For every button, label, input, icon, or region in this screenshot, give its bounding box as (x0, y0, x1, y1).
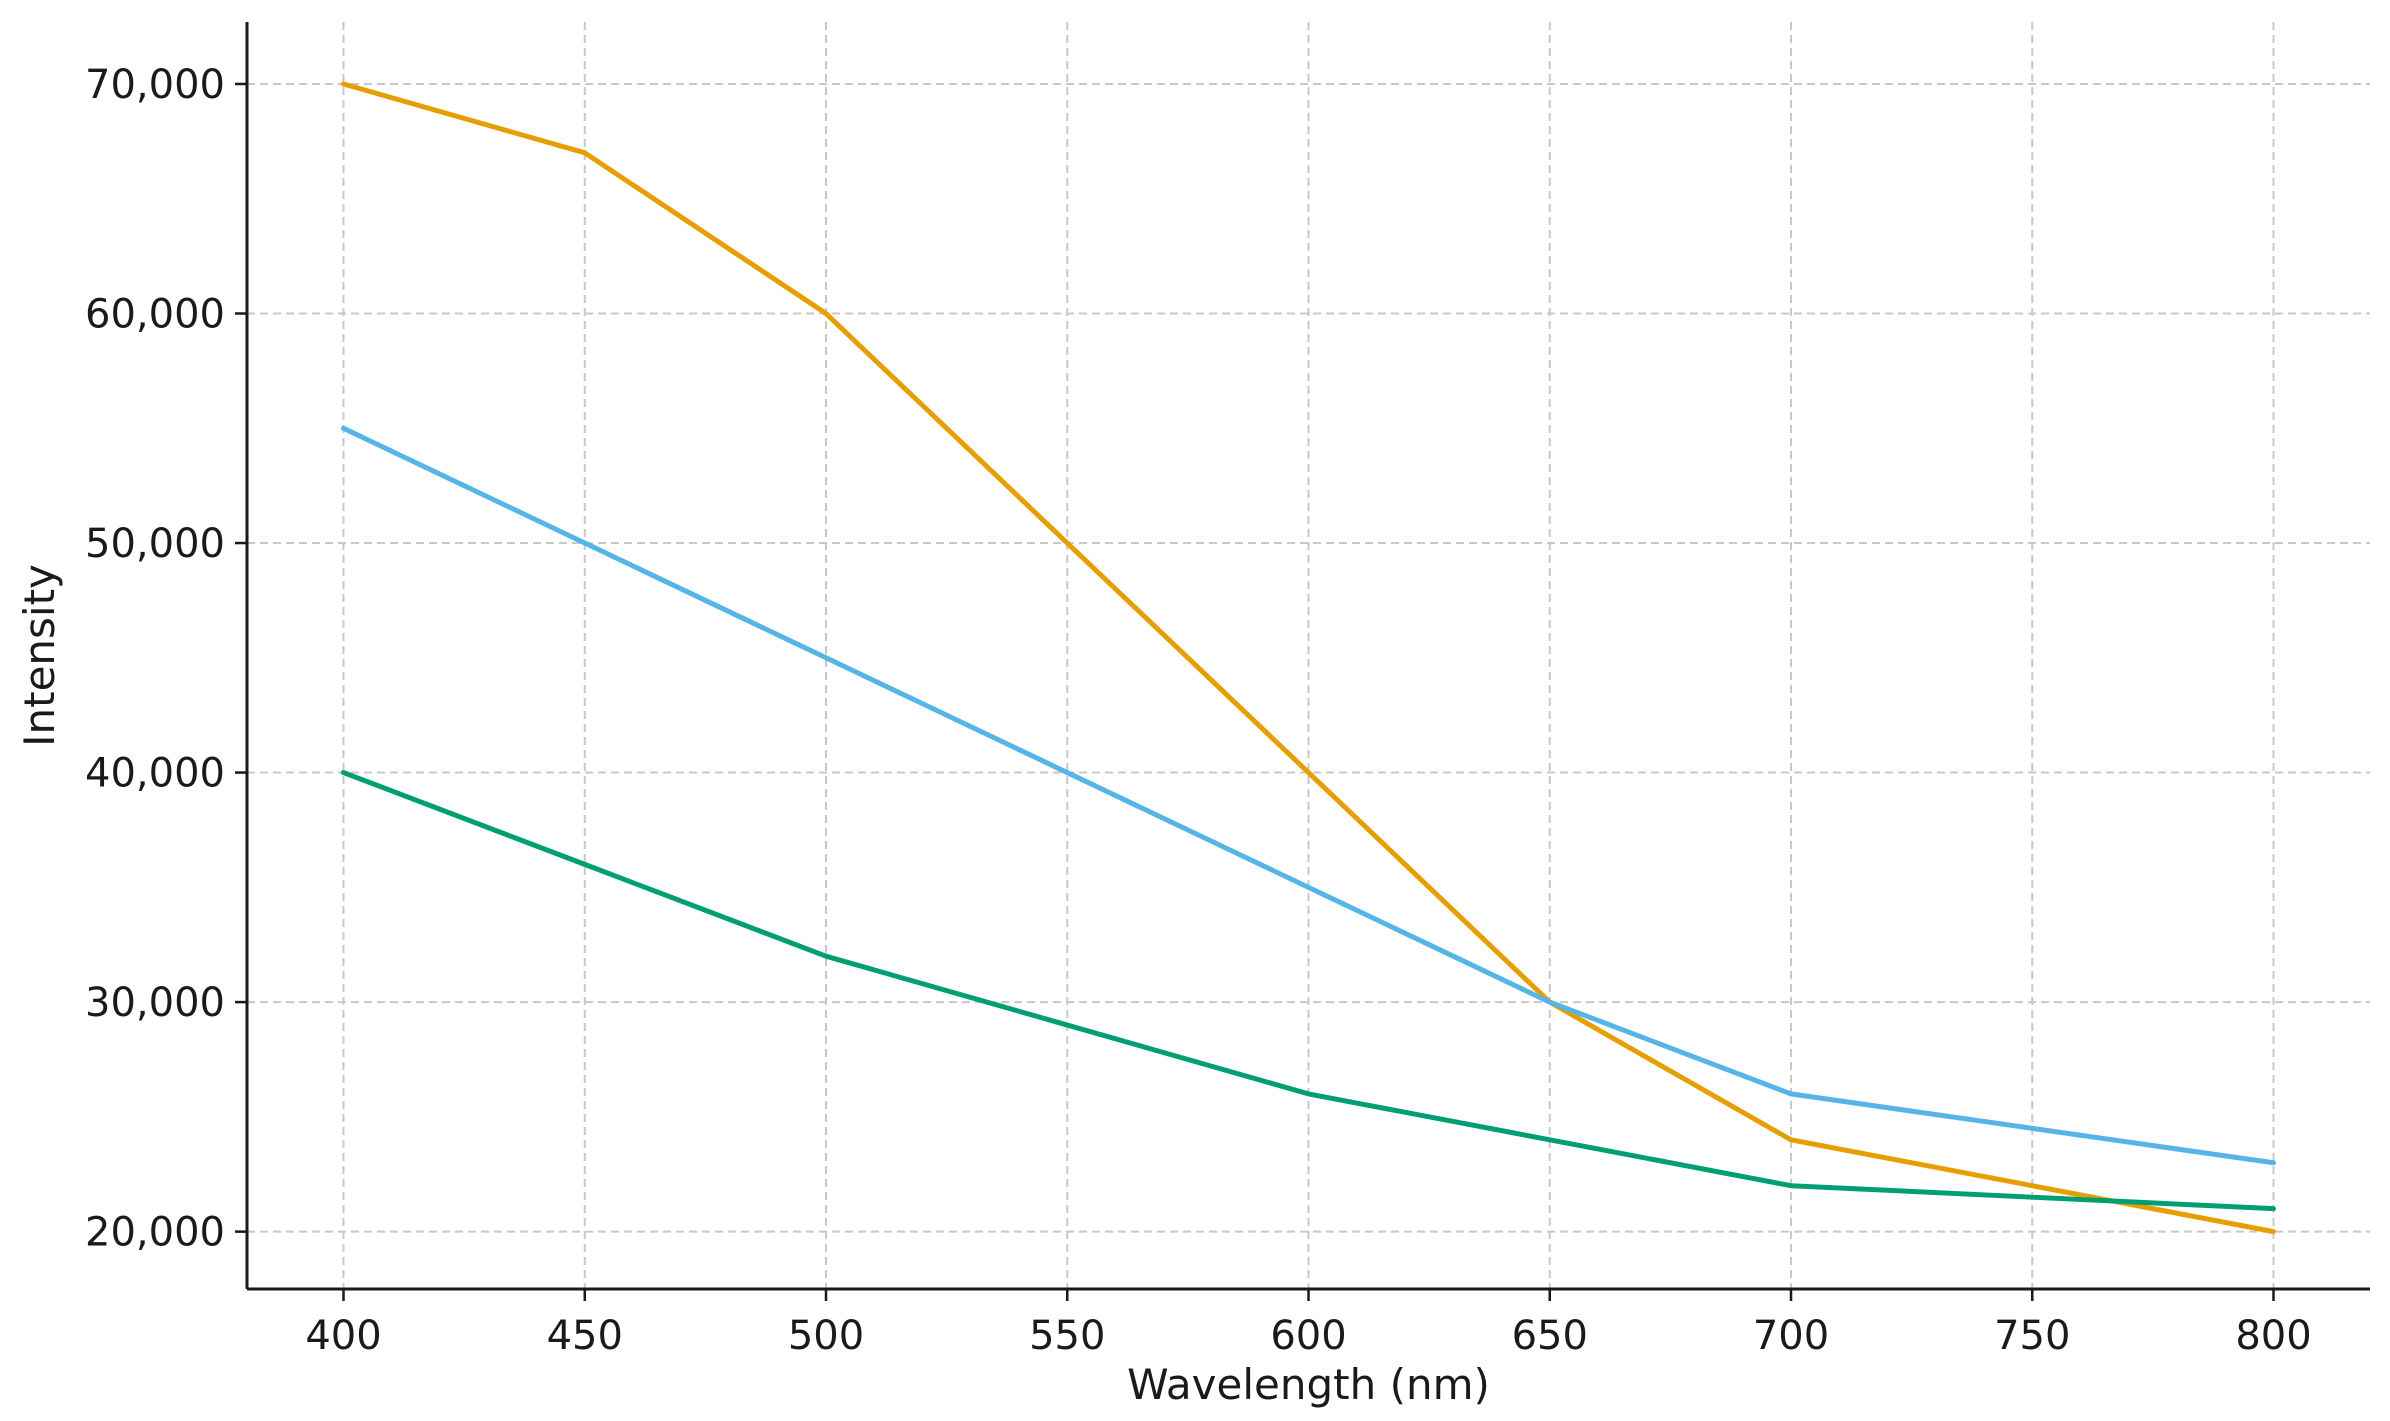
y-axis-label: Intensity (15, 564, 64, 747)
series-line-3 (341, 770, 2276, 1212)
x-tick-label: 500 (788, 1313, 864, 1359)
y-tick-label: 30,000 (85, 980, 225, 1026)
y-tick-label: 60,000 (85, 292, 225, 338)
y-tick-label: 50,000 (85, 521, 225, 567)
y-tick-label: 40,000 (85, 751, 225, 797)
x-tick-label: 700 (1753, 1313, 1829, 1359)
series-line-1 (341, 81, 2276, 1235)
series-line-2 (341, 425, 2276, 1166)
x-tick-label: 800 (2235, 1313, 2311, 1359)
grid (247, 22, 2370, 1289)
x-tick-label: 550 (1029, 1313, 1105, 1359)
series-layer (341, 81, 2276, 1235)
y-tick-label: 70,000 (85, 62, 225, 108)
x-tick-label: 400 (305, 1313, 381, 1359)
x-tick-label: 750 (1994, 1313, 2070, 1359)
axes (245, 22, 2370, 1291)
x-tick-label: 650 (1512, 1313, 1588, 1359)
x-axis-label: Wavelength (nm) (1127, 1360, 1490, 1409)
x-tick-label: 450 (547, 1313, 623, 1359)
y-tick-label: 20,000 (85, 1210, 225, 1256)
x-tick-label: 600 (1270, 1313, 1346, 1359)
ticks: 400 450 500 550 600 650 700 750 800 20,000 30,000 4… (85, 62, 2312, 1359)
